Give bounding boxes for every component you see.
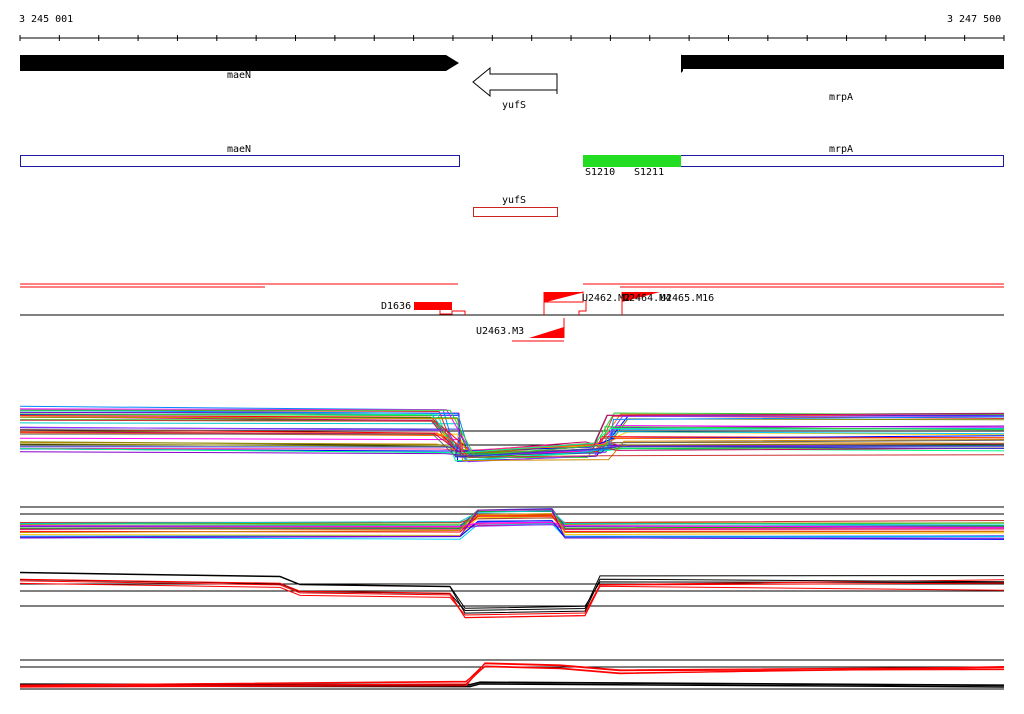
expression-track-3 <box>19 571 1005 619</box>
expression-track-4 <box>19 659 1005 690</box>
gene-label-yufs: yufS <box>502 100 527 111</box>
gene-track <box>20 53 1004 98</box>
annotation-label-maen: maeN <box>227 144 252 155</box>
expression-curve <box>19 509 1005 539</box>
annotation-box-maen[interactable] <box>20 155 460 167</box>
axis-end-label: 3 247 500 <box>947 14 1002 25</box>
expression-curve <box>19 412 1005 459</box>
segment-label-s1210: S1210 <box>585 167 616 178</box>
segment-green[interactable] <box>583 155 681 167</box>
expression-curve <box>20 409 1005 456</box>
feature-label-u2462: U2462.M2 <box>582 293 631 304</box>
gene-arrow-maen[interactable] <box>20 55 459 71</box>
segment-label-s1211: S1211 <box>634 167 665 178</box>
expression-curve <box>19 419 1005 458</box>
feature-label-u2464: U2464.M4 <box>623 293 672 304</box>
expression-curve <box>19 665 1005 687</box>
annotation-box-yufs[interactable] <box>473 207 558 217</box>
annotation-track <box>20 155 1004 217</box>
expression-curve <box>19 521 1005 528</box>
feature-track <box>20 283 1004 342</box>
expression-track-2 <box>19 506 1005 540</box>
annotation-box-mrpa[interactable] <box>680 155 1004 167</box>
expression-curve <box>19 523 1005 540</box>
feature-label-u2465: U2465.M16 <box>660 293 715 304</box>
annotation-label-mrpa: mrpA <box>829 144 854 155</box>
expression-curve <box>19 578 1005 619</box>
expression-curve <box>19 433 1005 457</box>
feature-u2464[interactable] <box>622 292 660 302</box>
feature-label-u2463: U2463.M3 <box>476 326 525 337</box>
expression-curve <box>19 415 1005 463</box>
expression-curve <box>19 427 1005 454</box>
expression-curve <box>19 445 1005 458</box>
expression-curve <box>19 662 1005 688</box>
feature-d1636[interactable] <box>414 302 452 310</box>
axis-start-label: 3 245 001 <box>19 14 74 25</box>
gene-label-mrpa: mrpA <box>829 92 854 103</box>
gene-label-maen: maeN <box>227 70 252 81</box>
expression-curve <box>19 571 1005 609</box>
annotation-label-yufs: yufS <box>502 195 527 206</box>
coordinate-ruler <box>19 35 1005 41</box>
expression-curve <box>19 510 1005 526</box>
feature-label-d1636: D1636 <box>381 301 412 312</box>
gene-arrow-yufs[interactable] <box>472 66 558 98</box>
expression-curve <box>19 572 1005 614</box>
expression-curve <box>19 515 1005 536</box>
expression-curve <box>19 416 1005 462</box>
feature-u2463[interactable] <box>529 327 564 338</box>
expression-curve <box>19 515 1005 533</box>
expression-track-1 <box>19 405 1005 463</box>
